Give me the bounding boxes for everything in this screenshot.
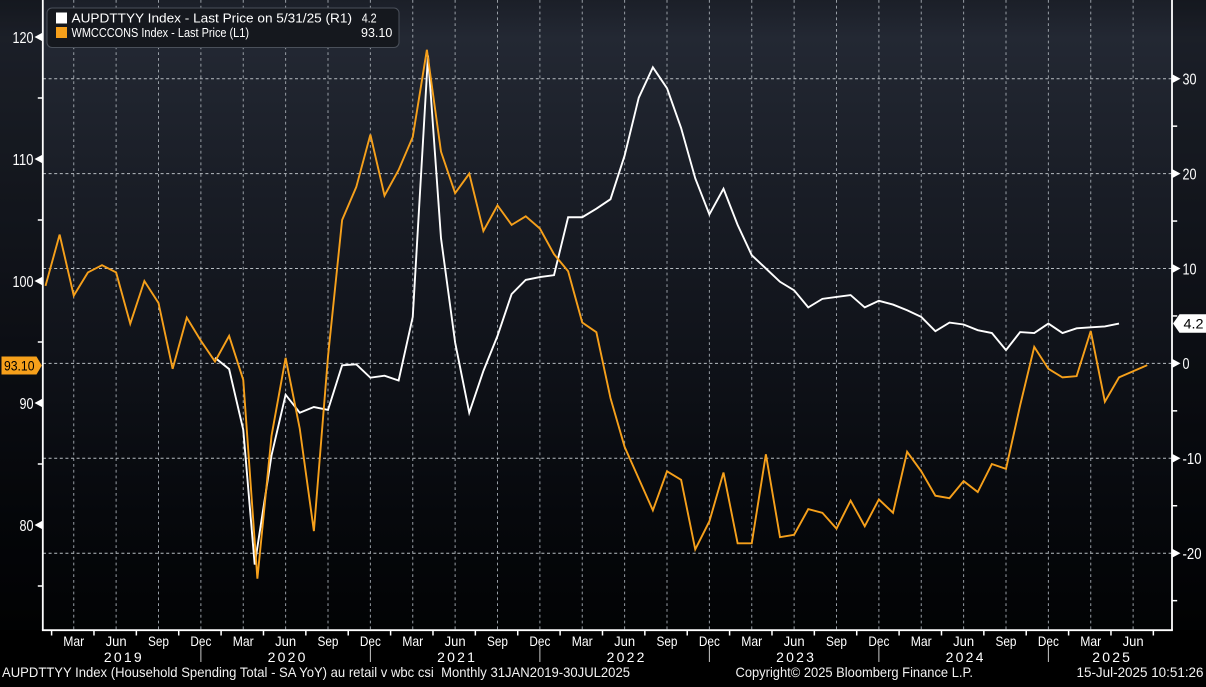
svg-text:2024: 2024 bbox=[946, 649, 986, 665]
svg-text:80: 80 bbox=[20, 518, 34, 535]
svg-text:Mar: Mar bbox=[741, 633, 762, 649]
svg-text:Jun: Jun bbox=[614, 633, 635, 649]
svg-text:Jun: Jun bbox=[1123, 633, 1144, 649]
svg-text:Jun: Jun bbox=[106, 633, 127, 649]
svg-text:Mar: Mar bbox=[911, 633, 932, 649]
svg-text:Sep: Sep bbox=[148, 633, 169, 649]
svg-text:Mar: Mar bbox=[402, 633, 423, 649]
svg-text:2020: 2020 bbox=[268, 649, 308, 665]
svg-text:2019: 2019 bbox=[104, 649, 144, 665]
svg-text:Dec: Dec bbox=[190, 633, 211, 649]
svg-text:AUPDTTYY Index (Household Spen: AUPDTTYY Index (Household Spending Total… bbox=[2, 664, 630, 680]
svg-text:10: 10 bbox=[1183, 261, 1197, 278]
svg-text:Dec: Dec bbox=[360, 633, 381, 649]
svg-text:120: 120 bbox=[13, 30, 34, 47]
svg-text:Jun: Jun bbox=[445, 633, 466, 649]
svg-text:Sep: Sep bbox=[657, 633, 678, 649]
svg-text:AUPDTTYY Index - Last Price on: AUPDTTYY Index - Last Price on 5/31/25 (… bbox=[72, 11, 353, 25]
svg-text:Dec: Dec bbox=[699, 633, 720, 649]
svg-text:Copyright© 2025 Bloomberg Fina: Copyright© 2025 Bloomberg Finance L.P. bbox=[736, 664, 974, 680]
svg-text:Sep: Sep bbox=[826, 633, 847, 649]
svg-text:2021: 2021 bbox=[437, 649, 477, 665]
svg-text:2023: 2023 bbox=[776, 649, 816, 665]
svg-text:-20: -20 bbox=[1183, 546, 1202, 563]
svg-text:Jun: Jun bbox=[275, 633, 296, 649]
svg-text:-10: -10 bbox=[1183, 451, 1202, 468]
svg-text:93.10: 93.10 bbox=[361, 26, 392, 40]
svg-text:Mar: Mar bbox=[233, 633, 254, 649]
svg-text:90: 90 bbox=[20, 396, 34, 413]
svg-text:2022: 2022 bbox=[607, 649, 647, 665]
svg-text:30: 30 bbox=[1183, 72, 1197, 89]
svg-text:4.2: 4.2 bbox=[1184, 316, 1204, 332]
svg-text:Sep: Sep bbox=[318, 633, 339, 649]
svg-text:Mar: Mar bbox=[572, 633, 593, 649]
svg-text:Mar: Mar bbox=[1080, 633, 1101, 649]
svg-text:110: 110 bbox=[13, 152, 34, 169]
svg-text:20: 20 bbox=[1183, 166, 1197, 183]
svg-text:Sep: Sep bbox=[487, 633, 508, 649]
svg-text:0: 0 bbox=[1183, 356, 1190, 373]
svg-text:WMCCCONS Index - Last Price (L: WMCCCONS Index - Last Price (L1) bbox=[72, 26, 250, 40]
svg-text:Jun: Jun bbox=[784, 633, 805, 649]
svg-text:2025: 2025 bbox=[1092, 649, 1132, 665]
svg-text:15-Jul-2025 10:51:26: 15-Jul-2025 10:51:26 bbox=[1077, 664, 1204, 680]
svg-text:Dec: Dec bbox=[868, 633, 889, 649]
svg-text:Jun: Jun bbox=[953, 633, 974, 649]
svg-text:93.10: 93.10 bbox=[4, 358, 35, 374]
svg-text:Mar: Mar bbox=[63, 633, 84, 649]
svg-text:100: 100 bbox=[13, 274, 34, 291]
svg-text:Sep: Sep bbox=[996, 633, 1017, 649]
svg-text:Dec: Dec bbox=[529, 633, 550, 649]
svg-text:4.2: 4.2 bbox=[362, 11, 377, 25]
svg-text:Dec: Dec bbox=[1038, 633, 1059, 649]
